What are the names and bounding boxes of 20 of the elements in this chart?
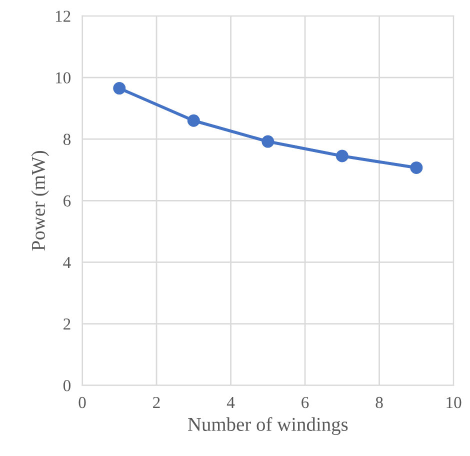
point xyxy=(410,161,423,174)
x-tick-label: 6 xyxy=(302,396,309,408)
y-tick-label: 0 xyxy=(63,380,71,392)
y-tick-label: 4 xyxy=(63,257,71,268)
x-tick-label: 4 xyxy=(226,397,235,408)
point xyxy=(187,114,200,127)
x-tick-label: 2 xyxy=(153,396,160,408)
x-tick-label: 10 xyxy=(446,396,462,408)
x-tick-label: 8 xyxy=(376,396,383,408)
y-tick-label: 6 xyxy=(64,195,71,207)
x-tick-label: 0 xyxy=(78,396,86,408)
point xyxy=(113,82,126,95)
y-tick-label: 2 xyxy=(64,318,70,330)
y-tick-label: 10 xyxy=(56,72,71,84)
y-tick-label: 8 xyxy=(63,134,71,146)
x-axis-title: Number of windings xyxy=(188,417,348,435)
point xyxy=(262,135,274,148)
y-tick-label: 12 xyxy=(56,10,70,22)
y-axis-title: Power (mW) xyxy=(31,151,49,251)
point xyxy=(336,150,348,162)
